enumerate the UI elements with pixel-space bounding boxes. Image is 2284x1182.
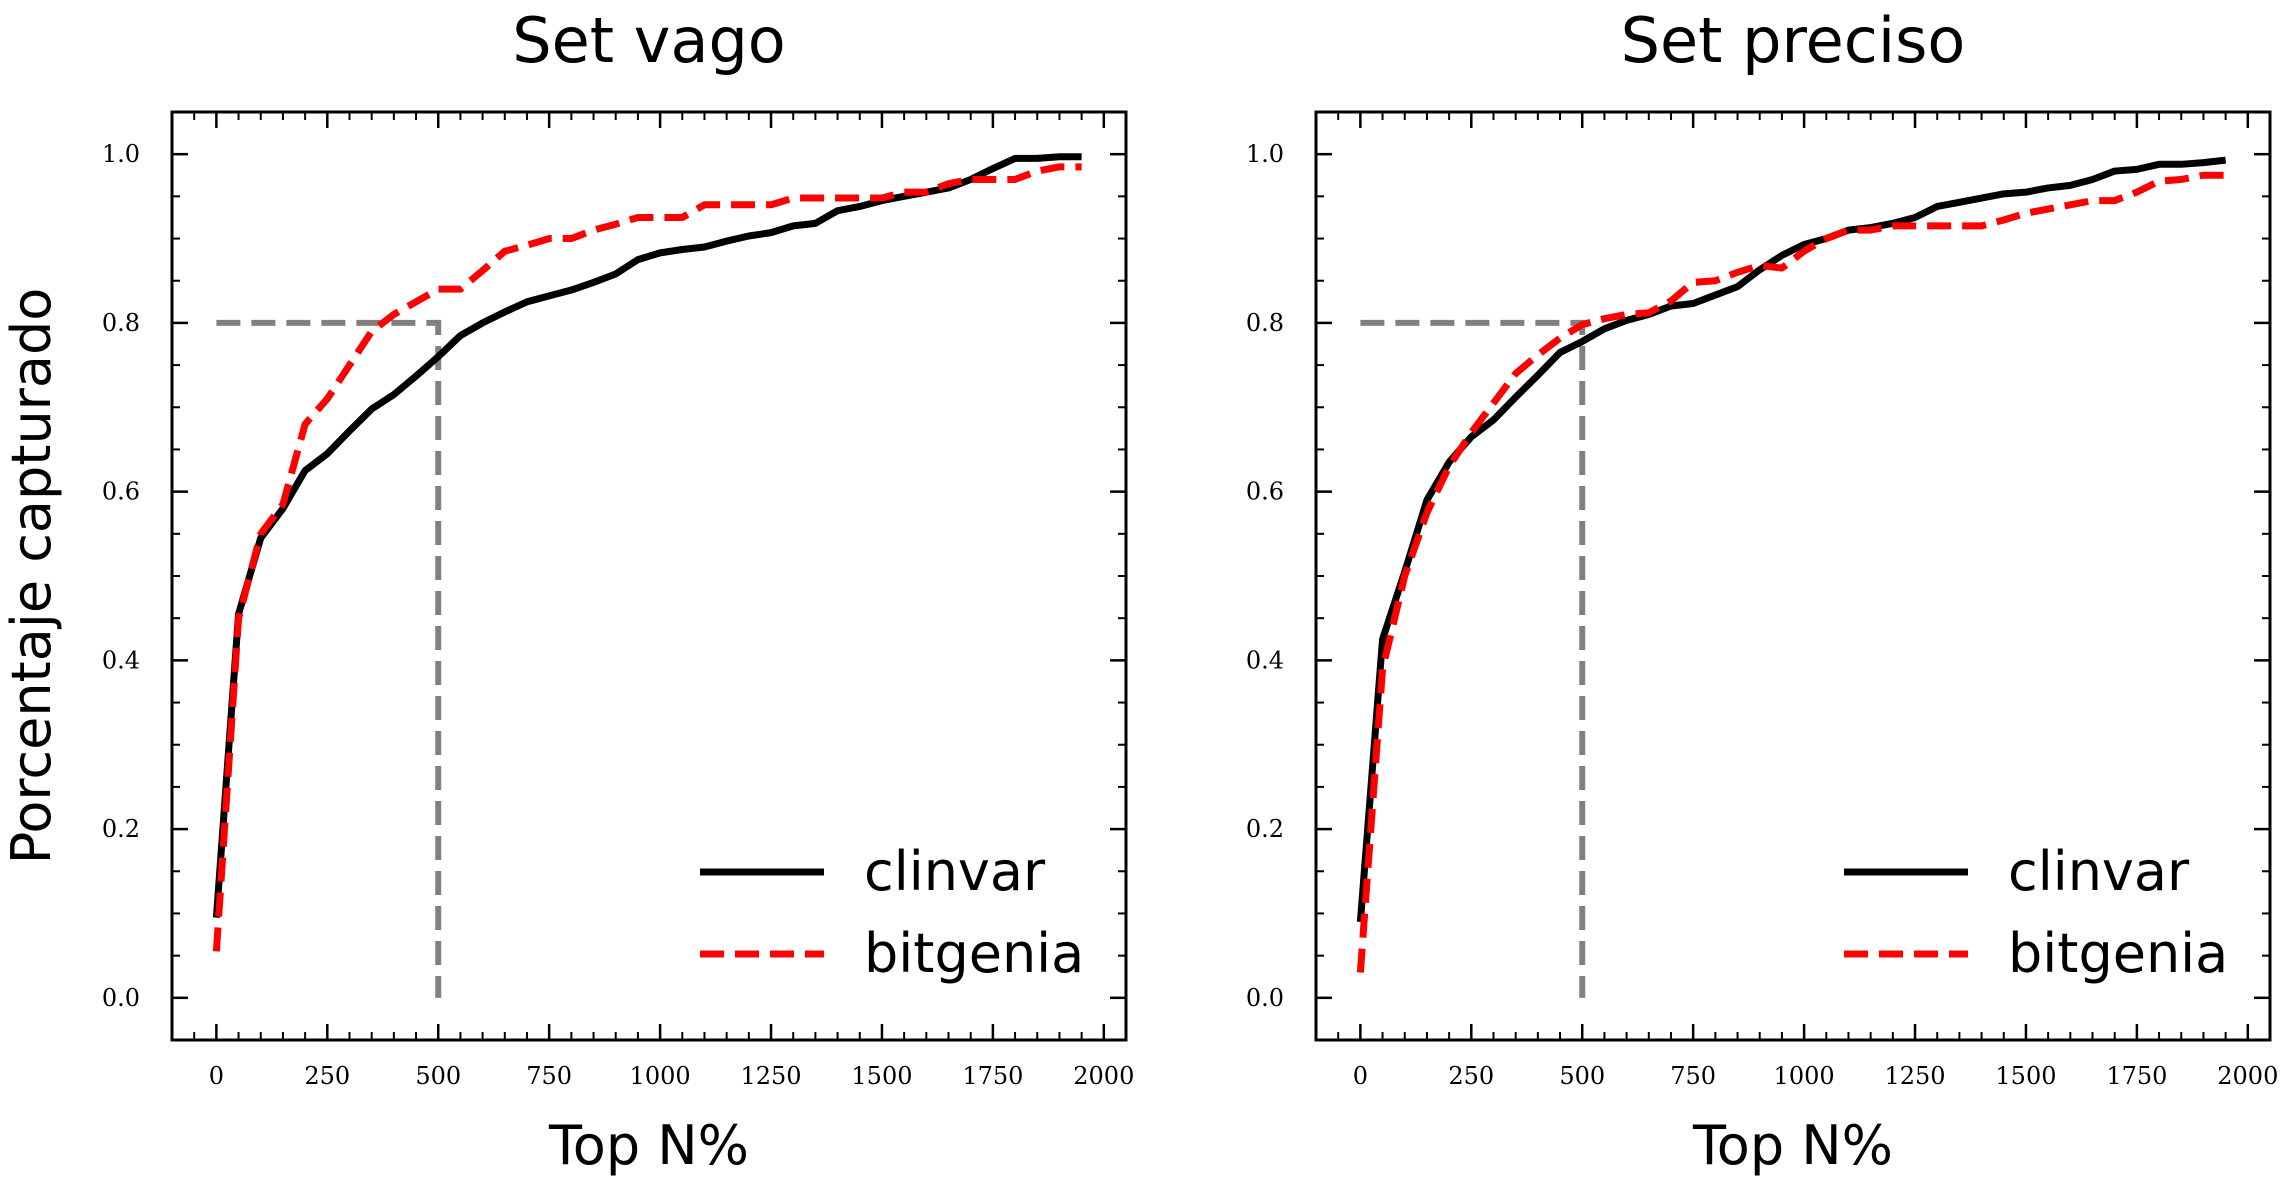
y-tick-label: 0.4 (102, 646, 140, 674)
series-line-bitgenia (212, 163, 1082, 952)
y-tick-label: 0.8 (1246, 309, 1284, 337)
legend-label-clinvar: clinvar (864, 840, 1046, 903)
x-tick-label: 1750 (2106, 1062, 2167, 1090)
x-axis-label: Top N% (1692, 1114, 1893, 1177)
chart-panel-2: 0 250 500 750 1000 1250 1500 1750 2000 0.0 0.2 0.4 0… (1246, 4, 2279, 1177)
y-tick-label: 0.4 (1246, 646, 1284, 674)
x-tick-label: 2000 (2217, 1062, 2278, 1090)
x-tick-label: 1000 (630, 1062, 691, 1090)
series-line-clinvar (1356, 156, 2227, 923)
x-axis-label: Top N% (548, 1114, 749, 1177)
series-line-bitgenia (1356, 171, 2226, 973)
y-tick-label: 0.0 (1246, 984, 1284, 1012)
y-tick-label: 0.8 (102, 309, 140, 337)
legend-label-bitgenia: bitgenia (2008, 922, 2228, 985)
y-tick-label: 1.0 (1246, 140, 1284, 168)
x-tick-label: 1750 (962, 1062, 1023, 1090)
x-tick-label: 750 (526, 1062, 572, 1090)
x-tick-label: 250 (304, 1062, 350, 1090)
x-tick-label: 1500 (1995, 1062, 2056, 1090)
x-tick-label: 1000 (1774, 1062, 1835, 1090)
x-tick-label: 0 (1353, 1062, 1368, 1090)
x-tick-label: 1250 (740, 1062, 801, 1090)
chart-title: Set preciso (1621, 4, 1966, 77)
y-tick-label: 0.6 (1246, 478, 1284, 506)
reference-line-1 (216, 319, 442, 998)
x-tick-label: 1250 (1884, 1062, 1945, 1090)
x-tick-label: 750 (1670, 1062, 1716, 1090)
y-tick-label: 0.2 (102, 815, 140, 843)
legend-label-bitgenia: bitgenia (864, 922, 1084, 985)
x-tick-label: 2000 (1073, 1062, 1134, 1090)
series-line-clinvar (212, 153, 1082, 918)
x-tick-label: 250 (1448, 1062, 1494, 1090)
x-tick-label: 1500 (851, 1062, 912, 1090)
x-tick-label: 0 (209, 1062, 224, 1090)
y-axis-label: Porcentaje capturado (0, 288, 63, 865)
chart-title: Set vago (512, 4, 786, 77)
y-tick-label: 0.2 (1246, 815, 1284, 843)
reference-line-1 (1360, 319, 1586, 998)
y-tick-label: 0.0 (102, 984, 140, 1012)
x-tick-label: 500 (415, 1062, 461, 1090)
y-tick-label: 1.0 (102, 140, 140, 168)
y-tick-label: 0.6 (102, 478, 140, 506)
chart-panel-1: 0 250 500 750 1000 1250 1500 1750 2000 0.0 0.2 0.4 0… (0, 4, 1134, 1177)
legend-label-clinvar: clinvar (2008, 840, 2190, 903)
x-tick-label: 500 (1559, 1062, 1605, 1090)
